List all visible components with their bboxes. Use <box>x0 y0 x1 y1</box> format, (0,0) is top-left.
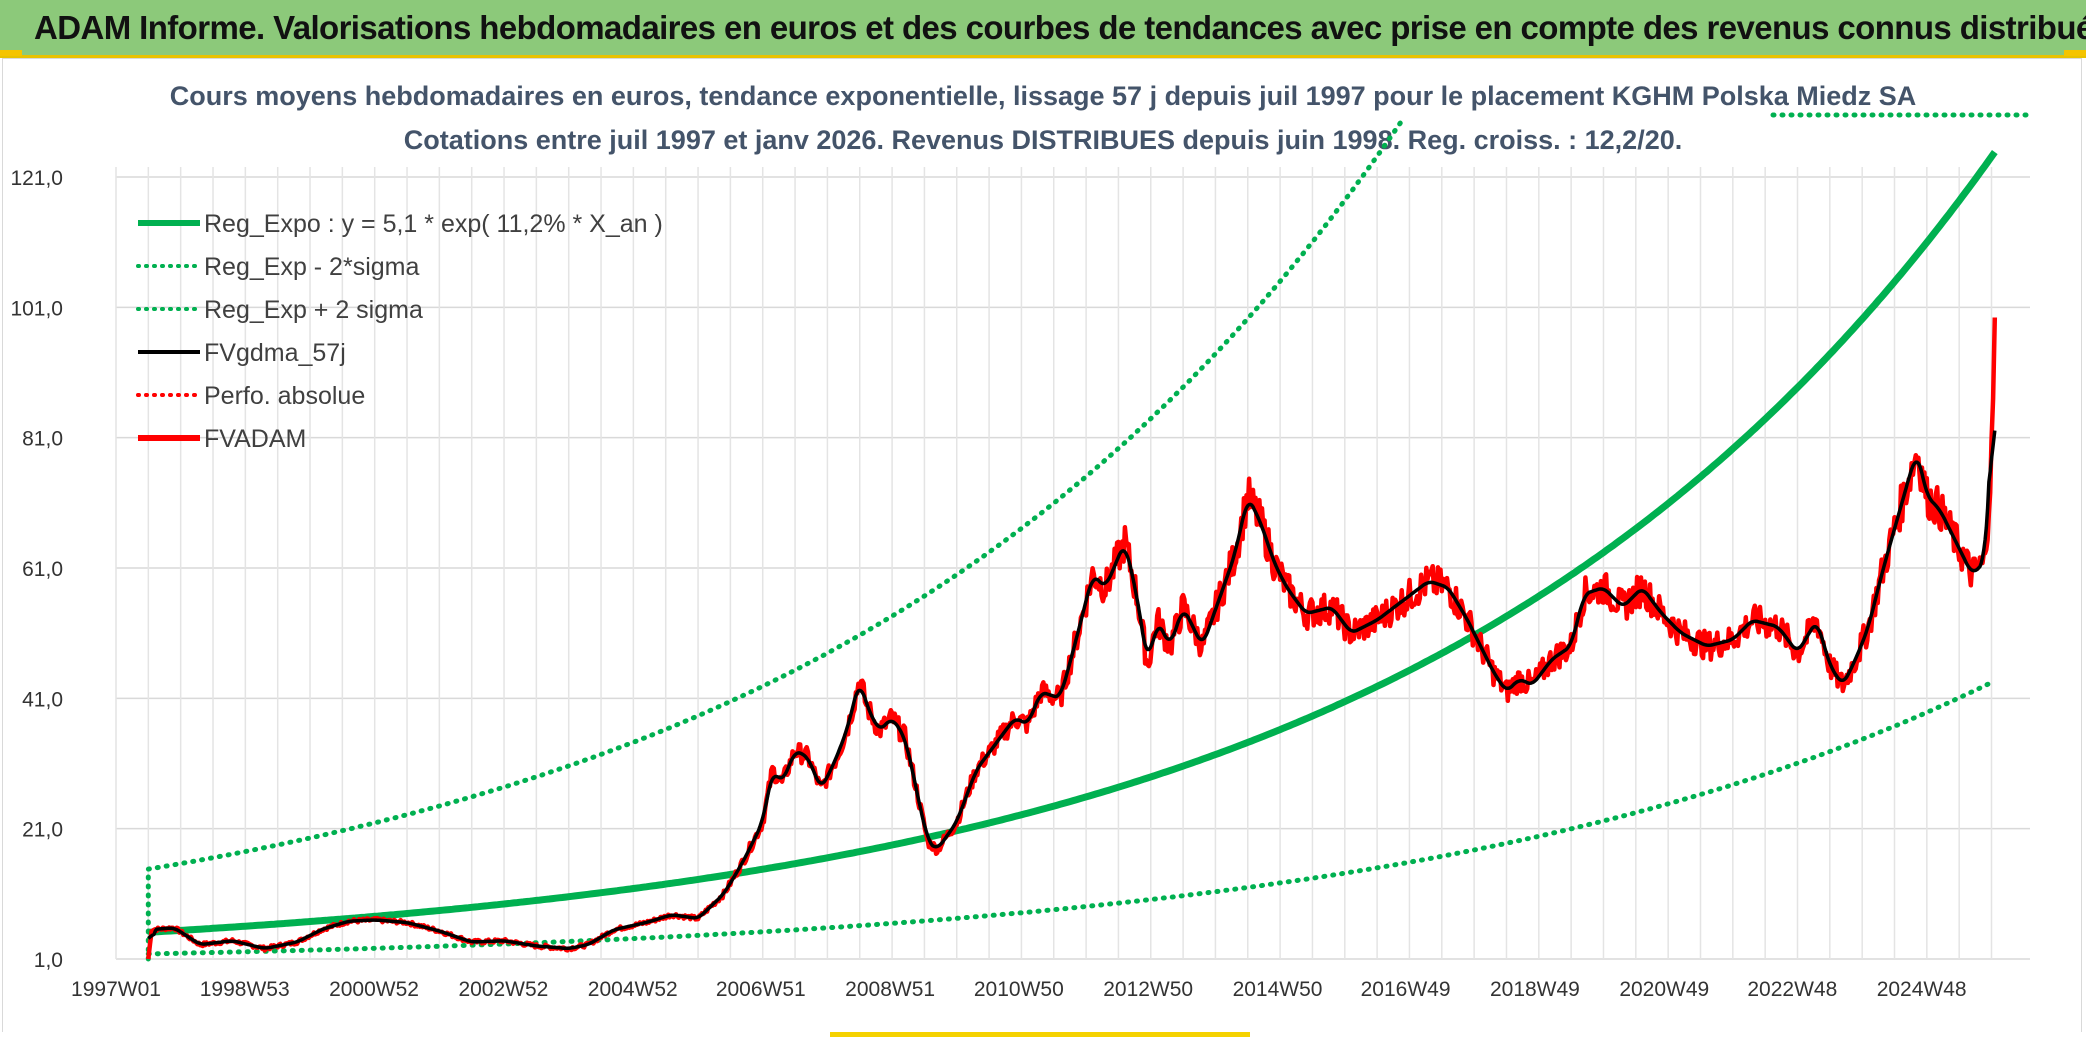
legend-label: Reg_Expo : y = 5,1 * exp( 11,2% * X_an ) <box>204 210 663 238</box>
chart-title-line-2: Cotations entre juil 1997 et janv 2026. … <box>404 125 1682 155</box>
series-reg-minus-2-sigma <box>145 678 1998 957</box>
x-tick-label: 2010W50 <box>974 978 1064 1001</box>
chart-svg: Cours moyens hebdomadaires en euros, ten… <box>10 81 2033 1001</box>
legend-label: Perfo. absolue <box>204 382 365 410</box>
x-tick-label: 2012W50 <box>1103 978 1193 1001</box>
chart-title-line-1: Cours moyens hebdomadaires en euros, ten… <box>170 81 1917 111</box>
y-tick-label: 61,0 <box>22 558 63 581</box>
grid <box>115 167 2030 960</box>
x-tick-label: 2008W51 <box>845 978 935 1001</box>
x-axis-ticks: 1997W01 1998W53 2000W52 2002W52 2004W52 2006W… <box>71 978 1967 1001</box>
y-tick-label: 101,0 <box>10 297 63 320</box>
series <box>145 112 2033 962</box>
legend-label: FVgdma_57j <box>204 339 346 367</box>
report-title: ADAM Informe. Valorisations hebdomadaire… <box>34 9 2086 46</box>
series-fvadam <box>146 317 1998 960</box>
report-title-bar: ADAM Informe. Valorisations hebdomadaire… <box>0 0 2086 58</box>
legend-label: FVADAM <box>204 425 306 453</box>
y-tick-label: 21,0 <box>22 819 63 842</box>
bottom-strip <box>0 1032 2086 1037</box>
x-tick-label: 2020W49 <box>1619 978 1709 1001</box>
x-tick-label: 2006W51 <box>716 978 806 1001</box>
x-tick-label: 2022W48 <box>1747 978 1837 1001</box>
x-tick-label: 2016W49 <box>1361 978 1451 1001</box>
legend-label: Reg_Exp + 2 sigma <box>204 296 423 324</box>
x-tick-label: 2018W49 <box>1490 978 1580 1001</box>
x-tick-label: 1998W53 <box>200 978 290 1001</box>
legend-label: Reg_Exp - 2*sigma <box>204 253 419 281</box>
legend: Reg_Expo : y = 5,1 * exp( 11,2% * X_an )… <box>136 210 663 453</box>
title-accent-left <box>0 50 22 56</box>
series-fvgdma-57j <box>147 430 1997 950</box>
x-tick-label: 2014W50 <box>1233 978 1323 1001</box>
y-tick-label: 121,0 <box>10 167 63 190</box>
y-axis-ticks: 1,0 21,0 41,0 61,0 81,0 101,0 121,0 <box>10 167 63 972</box>
chart-area: Cours moyens hebdomadaires en euros, ten… <box>2 58 2082 1033</box>
x-tick-label: 2024W48 <box>1877 978 1967 1001</box>
title-accent-right <box>2064 50 2086 56</box>
x-tick-label: 2000W52 <box>329 978 419 1001</box>
y-tick-label: 81,0 <box>22 428 63 451</box>
y-tick-label: 1,0 <box>34 949 63 972</box>
x-tick-label: 2004W52 <box>588 978 678 1001</box>
series-reg-expo <box>148 150 1998 936</box>
bottom-accent <box>830 1032 1250 1037</box>
x-tick-label: 2002W52 <box>458 978 548 1001</box>
y-tick-label: 41,0 <box>22 688 63 711</box>
series-reg-plus-2-sigma <box>145 116 1406 962</box>
x-tick-label: 1997W01 <box>71 978 161 1001</box>
